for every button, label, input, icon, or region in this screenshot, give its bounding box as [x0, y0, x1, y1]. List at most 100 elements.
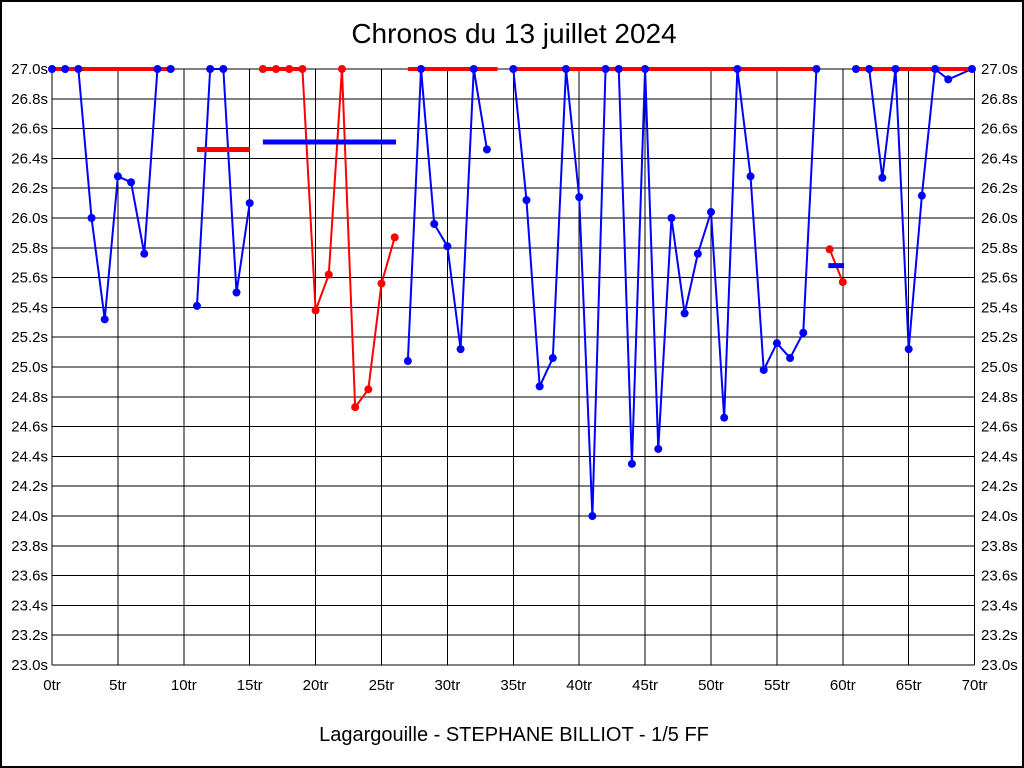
blue-data-point — [654, 444, 663, 453]
red-data-point — [324, 270, 333, 279]
blue-data-point — [812, 65, 821, 73]
y-axis-label-left: 23.6s — [11, 568, 48, 585]
blue-data-point — [61, 65, 70, 73]
blue-data-point — [469, 65, 478, 73]
blue-data-point — [891, 65, 900, 73]
blue-data-point — [865, 65, 874, 73]
y-axis-label-right: 23.8s — [981, 538, 1018, 555]
blue-data-point — [799, 328, 808, 337]
x-axis-label: 20tr — [303, 677, 329, 694]
blue-data-point — [48, 65, 56, 73]
red-data-point — [298, 65, 307, 73]
y-axis-label-right: 23.0s — [981, 657, 1018, 674]
blue-data-point — [482, 145, 491, 154]
blue-data-point — [74, 65, 83, 73]
blue-data-point — [127, 178, 136, 187]
y-axis-label-right: 25.0s — [981, 359, 1018, 376]
x-axis-label: 40tr — [566, 677, 592, 694]
x-axis-label: 5tr — [109, 677, 127, 694]
blue-data-point — [430, 219, 439, 228]
blue-data-point — [772, 339, 781, 348]
blue-data-point — [562, 65, 571, 73]
y-axis-label-right: 26.8s — [981, 91, 1018, 108]
blue-data-point — [588, 512, 597, 520]
blue-data-point — [667, 214, 676, 222]
blue-data-point — [641, 65, 650, 73]
y-axis-label-right: 26.0s — [981, 210, 1018, 227]
y-axis-label-left: 23.2s — [11, 627, 48, 644]
blue-data-point — [601, 65, 610, 73]
red-data-point — [272, 65, 281, 73]
x-axis-label: 55tr — [764, 677, 790, 694]
y-axis-label-left: 24.2s — [11, 478, 48, 495]
y-axis-label-left: 23.8s — [11, 538, 48, 555]
blue-data-point — [720, 413, 729, 422]
x-axis-label: 10tr — [171, 677, 197, 694]
y-axis-label-left: 24.0s — [11, 508, 48, 525]
blue-data-point — [140, 249, 149, 258]
blue-data-point — [206, 65, 215, 73]
blue-data-point — [627, 459, 636, 468]
y-axis-label-left: 26.8s — [11, 91, 48, 108]
red-data-point — [825, 245, 834, 254]
y-axis-label-left: 26.4s — [11, 150, 48, 167]
y-axis-label-right: 24.0s — [981, 508, 1018, 525]
blue-data-point — [878, 173, 887, 182]
blue-data-point — [917, 191, 926, 200]
blue-data-point — [100, 315, 109, 324]
blue-data-point — [113, 172, 122, 181]
x-axis-label: 60tr — [830, 677, 856, 694]
blue-data-point — [456, 345, 465, 354]
red-data-point — [364, 385, 373, 394]
y-axis-label-left: 23.0s — [11, 657, 48, 674]
x-axis-label: 25tr — [369, 677, 395, 694]
y-axis-label-right: 25.8s — [981, 240, 1018, 257]
blue-series-line — [512, 68, 818, 517]
chart-caption: Lagargouille - STEPHANE BILLIOT - 1/5 FF — [319, 724, 709, 746]
blue-data-point — [87, 214, 96, 222]
red-series-line — [262, 68, 396, 409]
y-axis-label-right: 24.4s — [981, 448, 1018, 465]
y-axis-label-right: 26.6s — [981, 121, 1018, 138]
blue-data-point — [166, 65, 175, 73]
red-data-point — [311, 306, 320, 315]
y-axis-label-right: 24.8s — [981, 389, 1018, 406]
x-axis-label: 30tr — [434, 677, 460, 694]
blue-data-point — [443, 242, 452, 251]
x-axis-label: 45tr — [632, 677, 658, 694]
y-axis-label-left: 25.0s — [11, 359, 48, 376]
blue-data-point — [680, 309, 689, 318]
blue-data-point — [614, 65, 623, 73]
blue-data-point — [153, 65, 162, 73]
y-axis-label-right: 26.2s — [981, 180, 1018, 197]
x-axis-label: 50tr — [698, 677, 724, 694]
blue-data-point — [786, 354, 795, 363]
blue-data-point — [904, 345, 913, 354]
blue-data-point — [759, 365, 768, 374]
blue-data-point — [192, 301, 201, 310]
blue-data-point — [548, 354, 557, 363]
blue-data-point — [575, 193, 584, 202]
y-axis-label-right: 26.4s — [981, 150, 1018, 167]
blue-data-point — [693, 249, 702, 258]
blue-data-point — [707, 208, 715, 217]
red-data-point — [377, 279, 386, 288]
blue-data-point — [931, 65, 940, 73]
y-axis-label-left: 25.6s — [11, 270, 48, 287]
chart-title: Chronos du 13 juillet 2024 — [351, 18, 677, 49]
blue-data-point — [219, 65, 228, 73]
red-data-point — [258, 65, 267, 73]
y-axis-label-left: 26.6s — [11, 121, 48, 138]
blue-data-point — [535, 382, 544, 391]
y-axis-label-left: 24.6s — [11, 419, 48, 436]
blue-data-point — [417, 65, 426, 73]
red-data-point — [285, 65, 294, 73]
blue-data-point — [232, 288, 241, 297]
y-axis-label-right: 24.6s — [981, 419, 1018, 436]
y-axis-label-left: 24.8s — [11, 389, 48, 406]
blue-data-point — [509, 65, 518, 73]
y-axis-label-left: 26.0s — [11, 210, 48, 227]
y-axis-label-right: 25.4s — [981, 299, 1018, 316]
y-axis-label-right: 25.6s — [981, 270, 1018, 287]
